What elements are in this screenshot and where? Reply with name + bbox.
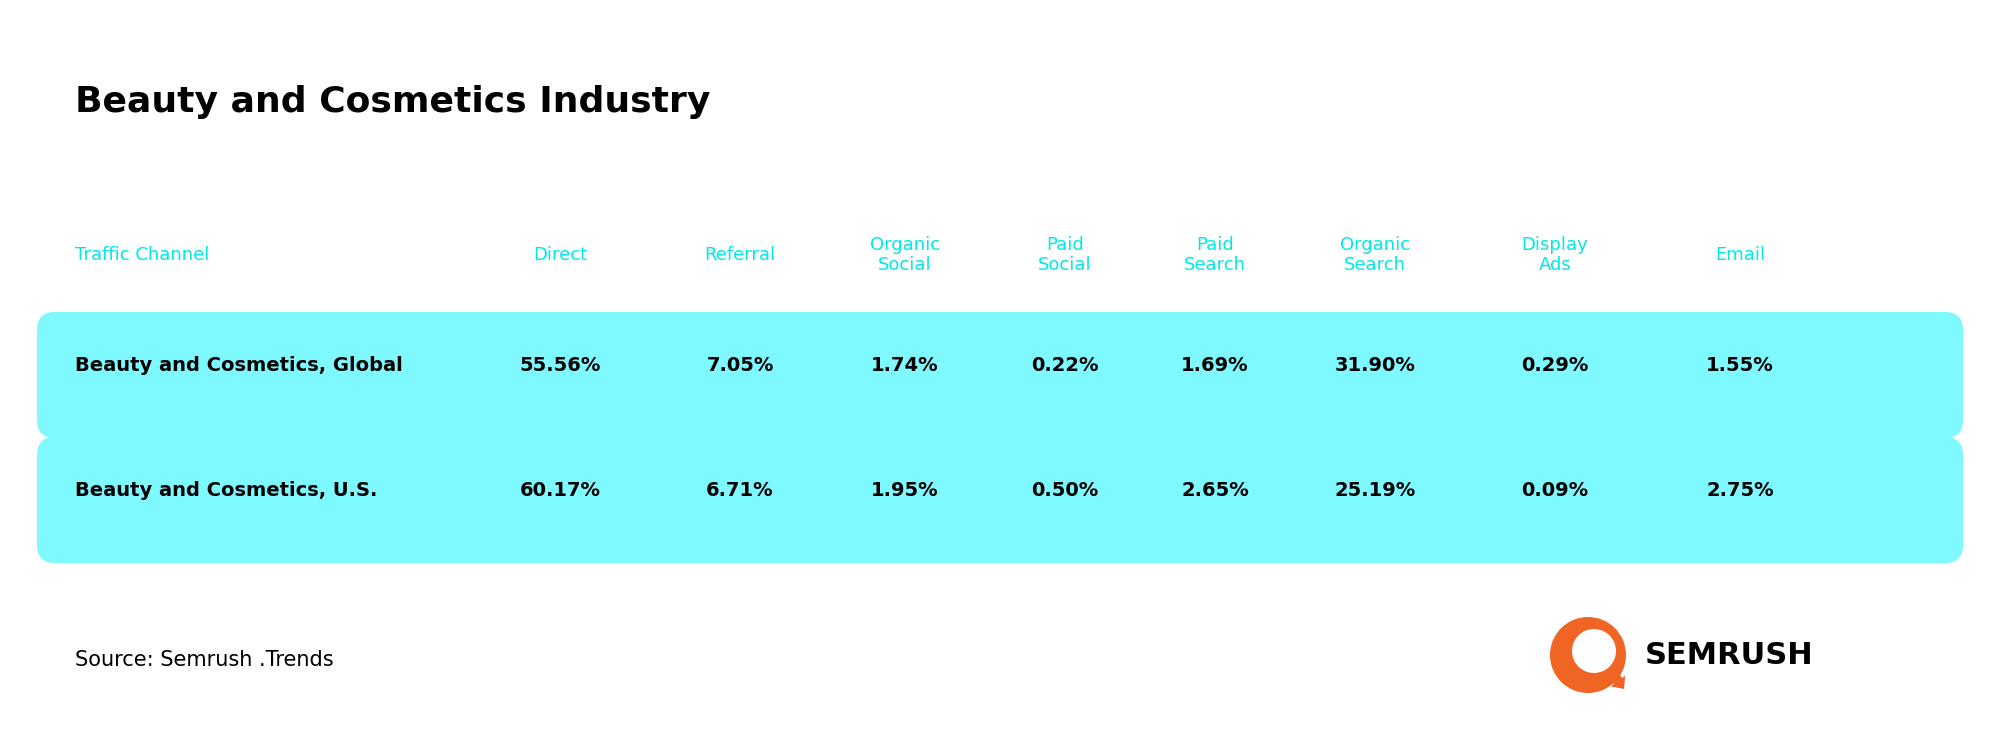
Text: Beauty and Cosmetics Industry: Beauty and Cosmetics Industry: [76, 85, 710, 119]
Text: 0.22%: 0.22%: [1032, 356, 1098, 375]
Text: 1.95%: 1.95%: [872, 481, 938, 500]
Text: 25.19%: 25.19%: [1334, 481, 1416, 500]
FancyArrow shape: [1608, 670, 1626, 689]
Text: 0.29%: 0.29%: [1522, 356, 1588, 375]
Text: 7.05%: 7.05%: [706, 356, 774, 375]
Text: 1.69%: 1.69%: [1182, 356, 1248, 375]
Text: 60.17%: 60.17%: [520, 481, 600, 500]
Text: 2.65%: 2.65%: [1182, 481, 1248, 500]
Text: 1.74%: 1.74%: [872, 356, 938, 375]
Text: 0.50%: 0.50%: [1032, 481, 1098, 500]
Text: Beauty and Cosmetics, Global: Beauty and Cosmetics, Global: [76, 356, 402, 375]
Text: Beauty and Cosmetics, U.S.: Beauty and Cosmetics, U.S.: [76, 481, 378, 500]
Text: 6.71%: 6.71%: [706, 481, 774, 500]
Text: Source: Semrush .Trends: Source: Semrush .Trends: [76, 650, 334, 670]
Text: 55.56%: 55.56%: [520, 356, 600, 375]
Text: Display
Ads: Display Ads: [1522, 236, 1588, 274]
Text: Organic
Social: Organic Social: [870, 236, 940, 274]
Text: Email: Email: [1714, 246, 1766, 264]
Text: Referral: Referral: [704, 246, 776, 264]
FancyBboxPatch shape: [36, 437, 1964, 563]
Text: Paid
Social: Paid Social: [1038, 236, 1092, 274]
Text: Paid
Search: Paid Search: [1184, 236, 1246, 274]
Wedge shape: [1550, 617, 1626, 693]
Text: 1.55%: 1.55%: [1706, 356, 1774, 375]
Wedge shape: [1572, 629, 1616, 673]
Text: Traffic Channel: Traffic Channel: [76, 246, 210, 264]
Text: 2.75%: 2.75%: [1706, 481, 1774, 500]
Text: 0.09%: 0.09%: [1522, 481, 1588, 500]
Text: Direct: Direct: [532, 246, 588, 264]
Text: Organic
Search: Organic Search: [1340, 236, 1410, 274]
Text: SEMRUSH: SEMRUSH: [1644, 640, 1814, 670]
Text: 31.90%: 31.90%: [1334, 356, 1416, 375]
FancyBboxPatch shape: [36, 312, 1964, 438]
